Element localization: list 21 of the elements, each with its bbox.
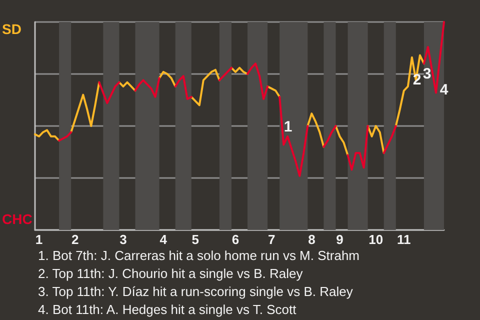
x-tick-label: 10	[368, 232, 384, 247]
x-tick-label: 6	[232, 232, 240, 247]
x-tick-label: 1	[35, 232, 43, 247]
text: 4. Bot 11th: A. Hedges hit a single vs T. Scott	[38, 302, 297, 317]
annotation: 4	[440, 82, 449, 98]
text: 3. Top 11th: Y. Díaz hit a run-scoring single vs B. Raley	[38, 284, 354, 299]
x-tick-label: 4	[160, 232, 168, 247]
annotation: 3	[422, 66, 432, 82]
text: CHC	[2, 211, 32, 227]
x-tick-label: 5	[192, 232, 200, 247]
x-tick-label: 11	[397, 232, 411, 247]
annotation: 1	[284, 118, 292, 136]
x-tick-label: 7	[268, 232, 276, 247]
x-tick-label: 2	[71, 232, 79, 247]
x-tick-label: 3	[120, 232, 127, 247]
text: 2. Top 11th: J. Chourio hit a single vs B. Raley	[38, 266, 304, 281]
x-tick-label: 8	[308, 232, 316, 247]
text: 1. Bot 7th: J. Carreras hit a solo home run vs M. Strahm	[38, 248, 360, 263]
annotation: 2	[412, 72, 422, 88]
x-tick-label: 9	[336, 232, 344, 247]
text: SD	[2, 21, 22, 37]
